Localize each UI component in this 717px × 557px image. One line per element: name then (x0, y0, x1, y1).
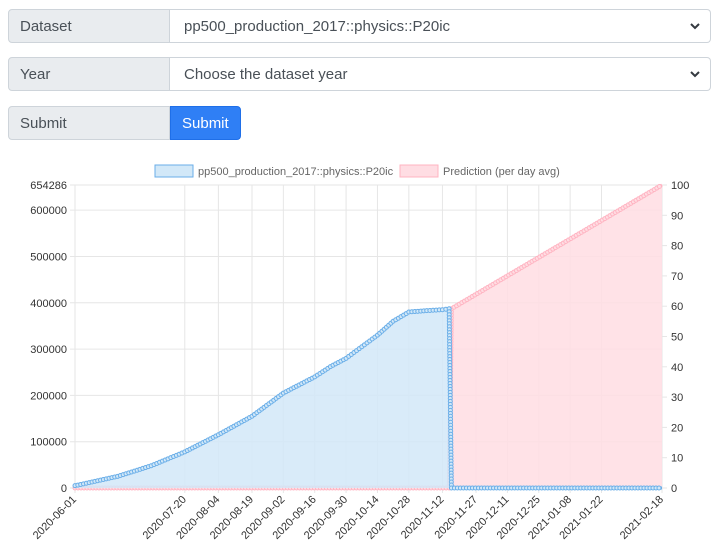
dataset-label: Dataset (8, 9, 170, 43)
y-left-tick-label: 654286 (30, 180, 67, 192)
dataset-select[interactable]: pp500_production_2017::physics::P20ic (170, 9, 711, 43)
y-left-tick-label: 500000 (30, 251, 67, 263)
submit-button[interactable]: Submit (170, 106, 241, 140)
series-actual-legend-label: pp500_production_2017::physics::P20ic (198, 166, 394, 178)
series-prediction-area (75, 185, 662, 488)
dataset-row: Dataset pp500_production_2017::physics::… (8, 9, 711, 43)
y-left-tick-label: 300000 (30, 344, 67, 356)
y-left-tick-label: 0 (61, 483, 67, 495)
y-right-tick-label: 20 (671, 422, 683, 434)
series-actual-point (656, 485, 662, 491)
y-right-tick-label: 90 (671, 210, 683, 222)
y-right-tick-label: 70 (671, 271, 683, 283)
chart: 2020-06-01 2020-07-202020-08-042020-08-19… (30, 164, 689, 542)
y-right-tick-label: 80 (671, 241, 683, 253)
chevron-down-icon (690, 23, 700, 30)
year-select-value: Choose the dataset year (184, 65, 348, 83)
y-right-tick-label: 40 (671, 362, 683, 374)
y-left-tick-label: 600000 (30, 205, 67, 217)
x-tick-label: 2020-06-01 (31, 494, 79, 542)
y-right-tick-label: 10 (671, 453, 683, 465)
year-row: Year Choose the dataset year (8, 57, 711, 91)
submit-label: Submit (8, 106, 170, 140)
chevron-down-icon (690, 71, 700, 78)
y-left-tick-label: 400000 (30, 298, 67, 310)
y-left-tick-label: 100000 (30, 437, 67, 449)
series-actual-area (75, 308, 662, 488)
series-actual-legend-swatch (154, 164, 194, 178)
submit-row: Submit Submit (8, 106, 241, 140)
series-prediction-point (656, 184, 662, 190)
x-tick-label: 2021-02-18 (618, 494, 666, 542)
y-right-tick-label: 0 (671, 483, 677, 495)
year-select[interactable]: Choose the dataset year (170, 57, 711, 91)
series-prediction-legend-label: Prediction (per day avg) (443, 166, 560, 178)
y-right-tick-label: 100 (671, 180, 689, 192)
y-right-tick-label: 60 (671, 301, 683, 313)
year-label: Year (8, 57, 170, 91)
dataset-select-value: pp500_production_2017::physics::P20ic (184, 17, 451, 35)
y-right-tick-label: 30 (671, 392, 683, 404)
series-prediction-legend-swatch (399, 164, 439, 178)
y-left-tick-label: 200000 (30, 390, 67, 402)
y-right-tick-label: 50 (671, 332, 683, 344)
